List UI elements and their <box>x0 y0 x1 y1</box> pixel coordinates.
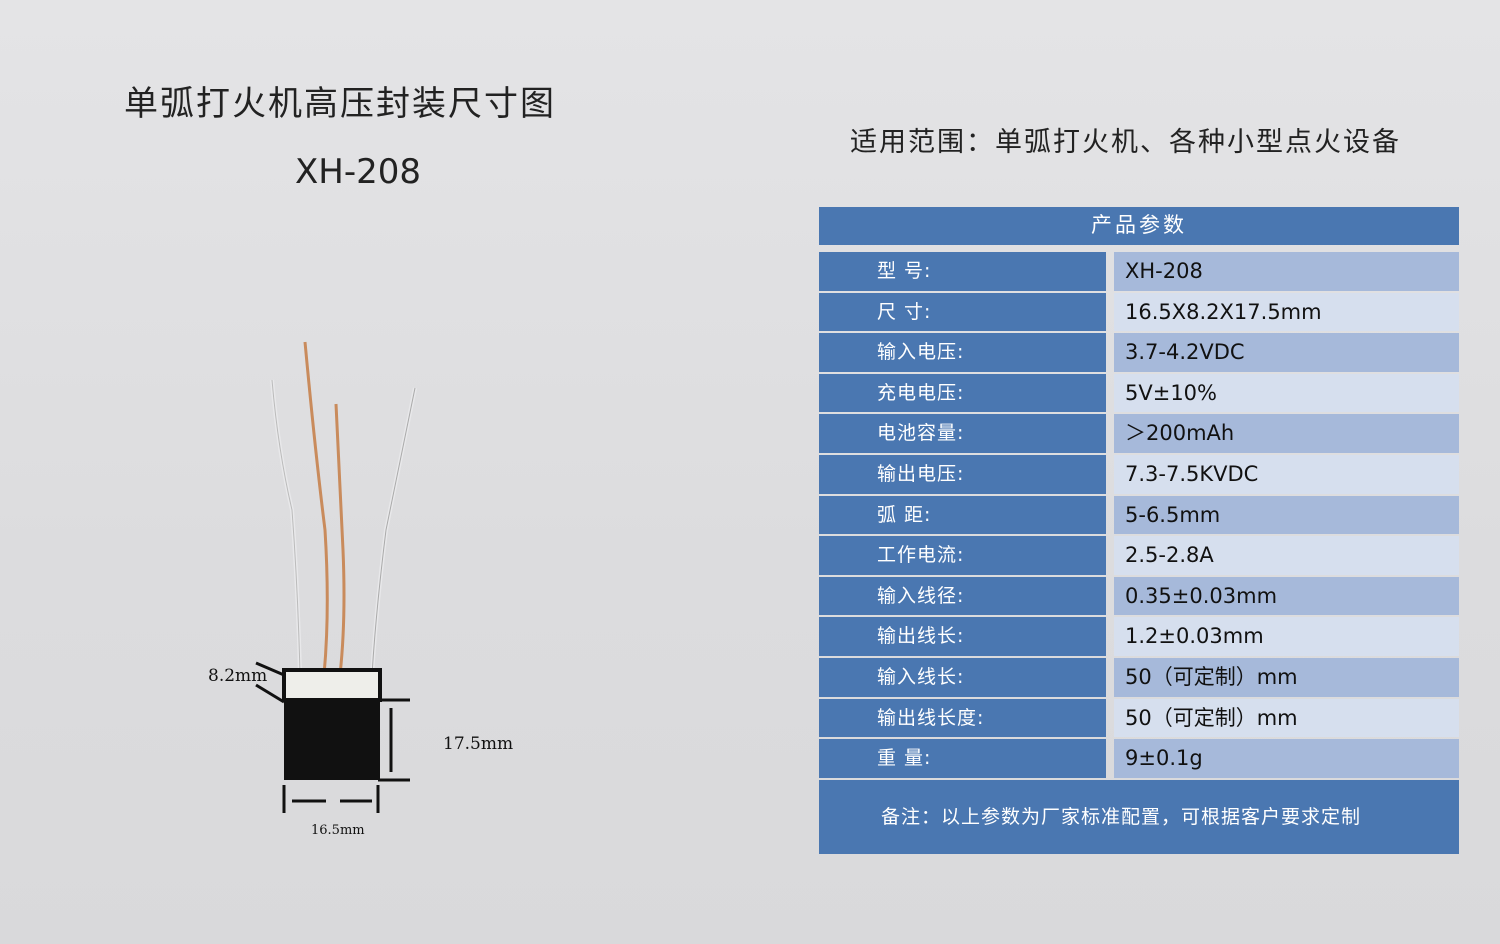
wire <box>371 387 416 676</box>
param-label: 弧 距: <box>819 495 1106 535</box>
width-dimension: 16.5mm <box>311 823 365 838</box>
wire <box>334 403 346 676</box>
table-row: 型 号: XH-208 <box>819 252 1459 291</box>
param-label: 输出线长: <box>819 617 1106 656</box>
param-value: 3.7-4.2VDC <box>1114 333 1459 372</box>
depth-dimension: 8.2mm <box>208 666 268 686</box>
param-value: 1.2±0.03mm <box>1114 617 1459 656</box>
param-value: 50（可定制）mm <box>1114 698 1459 738</box>
table-row: 输出线长: 1.2±0.03mm <box>819 617 1459 656</box>
table-row: 输出电压: 7.3-7.5KVDC <box>819 454 1459 494</box>
param-label: 尺 寸: <box>819 292 1106 332</box>
param-value: 7.3-7.5KVDC <box>1114 454 1459 494</box>
table-row: 尺 寸: 16.5X8.2X17.5mm <box>819 292 1459 332</box>
param-label: 工作电流: <box>819 536 1106 575</box>
param-label: 重 量: <box>819 739 1106 778</box>
wire <box>303 341 329 676</box>
application-scope: 适用范围：单弧打火机、各种小型点火设备 <box>850 127 1401 158</box>
wire <box>270 379 302 676</box>
table-note: 备注：以上参数为厂家标准配置，可根据客户要求定制 <box>819 779 1459 854</box>
param-value: 5-6.5mm <box>1114 495 1459 535</box>
param-value: 0.35±0.03mm <box>1114 576 1459 616</box>
black-case <box>284 700 380 780</box>
wire <box>370 387 417 676</box>
table-row: 电池容量: ＞200mAh <box>819 414 1459 453</box>
height-dimension: 17.5mm <box>443 734 514 754</box>
param-label: 输出线长度: <box>819 698 1106 738</box>
table-header: 产品参数 <box>819 207 1459 245</box>
page-title: 单弧打火机高压封装尺寸图 <box>124 84 556 124</box>
param-label: 输入电压: <box>819 333 1106 372</box>
param-label: 型 号: <box>819 252 1106 291</box>
parameter-table: 产品参数 型 号: XH-208 尺 寸: 16.5X8.2X17.5mm 输入电压… <box>819 207 1459 854</box>
param-label: 输入线长: <box>819 657 1106 697</box>
table-row: 输入线径: 0.35±0.03mm <box>819 576 1459 616</box>
param-label: 电池容量: <box>819 414 1106 453</box>
param-value: ＞200mAh <box>1114 414 1459 453</box>
table-row: 弧 距: 5-6.5mm <box>819 495 1459 535</box>
param-value: 2.5-2.8A <box>1114 536 1459 575</box>
param-label: 输出电压: <box>819 454 1106 494</box>
table-row: 输出线长度: 50（可定制）mm <box>819 698 1459 738</box>
table-row: 充电电压: 5V±10% <box>819 373 1459 413</box>
param-value: 5V±10% <box>1114 373 1459 413</box>
table-row: 工作电流: 2.5-2.8A <box>819 536 1459 575</box>
param-value: 16.5X8.2X17.5mm <box>1114 292 1459 332</box>
table-row: 输入电压: 3.7-4.2VDC <box>819 333 1459 372</box>
param-label: 输入线径: <box>819 576 1106 616</box>
table-row: 重 量: 9±0.1g <box>819 739 1459 778</box>
product-photo <box>255 341 417 813</box>
param-value: 9±0.1g <box>1114 739 1459 778</box>
model-title: XH-208 <box>295 152 422 192</box>
potting-top <box>282 668 382 702</box>
param-value: 50（可定制）mm <box>1114 657 1459 697</box>
wire <box>271 379 301 676</box>
param-value: XH-208 <box>1114 252 1459 291</box>
param-label: 充电电压: <box>819 373 1106 413</box>
table-row: 输入线长: 50（可定制）mm <box>819 657 1459 697</box>
